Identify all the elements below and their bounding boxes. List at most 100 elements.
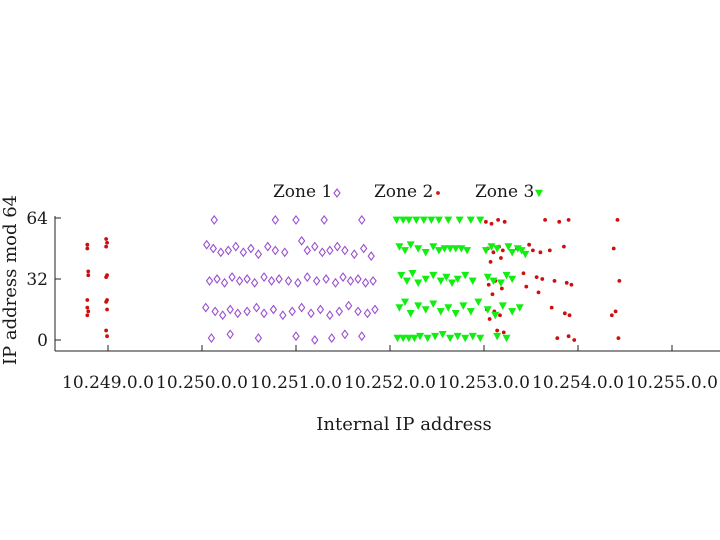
data-point [85,246,90,251]
data-point [320,214,328,225]
data-point [271,245,280,256]
data-point [455,216,464,225]
y-tick-label: 64 [26,209,48,229]
data-point [540,277,545,281]
data-point [104,299,109,304]
data-point [453,275,462,284]
data-point [104,275,109,279]
data-point [341,245,349,256]
data-point [488,259,493,264]
data-point [444,216,453,225]
data-point [493,245,502,253]
data-point [395,304,404,312]
data-point [284,275,293,286]
data-point [476,216,485,225]
data-point [429,243,438,251]
data-point [483,273,492,282]
data-point [85,305,90,310]
data-point [515,304,524,312]
data-point [502,271,511,280]
data-point [572,338,577,342]
data-point [322,274,330,284]
data-point [615,218,620,222]
data-point [85,313,90,318]
data-point [491,311,500,320]
data-point [297,235,306,246]
data-point [205,275,214,286]
data-point [438,330,447,339]
data-point [493,332,502,341]
data-point [235,275,244,286]
data-point [226,304,234,315]
data-point [508,275,517,284]
data-point [213,274,221,284]
data-point [495,328,500,333]
data-point [281,247,289,258]
data-point [369,275,377,286]
data-point [275,274,283,284]
data-point [393,334,402,343]
data-point [421,306,430,314]
data-point [446,334,455,343]
data-point [427,216,436,225]
data-point [359,243,368,254]
data-point [271,214,280,225]
data-point [404,334,413,343]
data-point [416,332,425,341]
data-point [609,313,614,318]
data-point [358,331,366,342]
data-point [534,275,539,279]
data-point [448,279,457,287]
data-point [489,277,498,286]
data-point [423,334,432,343]
data-point [371,304,379,315]
x-axis-title: Internal IP address [316,414,491,435]
data-point [434,247,443,255]
data-point [457,245,466,253]
x-tick-label: 10.252.0.0 [344,373,436,393]
data-point [335,306,343,317]
data-point [508,249,517,257]
data-point [211,306,219,317]
data-point [451,245,460,253]
data-point [104,328,109,333]
data-point [367,251,375,262]
series-1 [202,214,379,345]
data-point [209,243,217,254]
data-point [436,277,445,286]
data-point [414,302,423,310]
data-point [358,214,366,225]
legend-label: Zone 3 [475,182,534,202]
data-point [434,216,443,225]
data-point [498,313,502,318]
data-point [260,272,268,283]
data-point [252,302,261,313]
data-point [279,310,287,321]
y-axis-title: IP address mod 64 [0,195,21,365]
legend-marker [436,191,440,195]
data-point [86,269,91,274]
data-point [341,329,349,340]
data-point [408,269,417,278]
data-point [218,310,227,321]
data-point [288,306,296,317]
data-point [354,306,362,317]
data-point [410,334,419,343]
data-point [202,302,210,313]
data-point [536,290,541,295]
data-point [292,214,300,225]
data-point [86,309,91,314]
data-point [220,277,229,288]
x-tick-label: 10.253.0.0 [438,373,530,393]
data-point [250,277,259,288]
data-point [562,311,567,316]
data-point [232,241,240,252]
x-tick-label: 10.249.0.0 [62,373,154,393]
data-point [564,280,569,285]
data-point [412,216,421,225]
data-point [419,216,428,225]
data-point [453,332,462,341]
data-point [254,249,263,260]
data-point [392,216,401,225]
